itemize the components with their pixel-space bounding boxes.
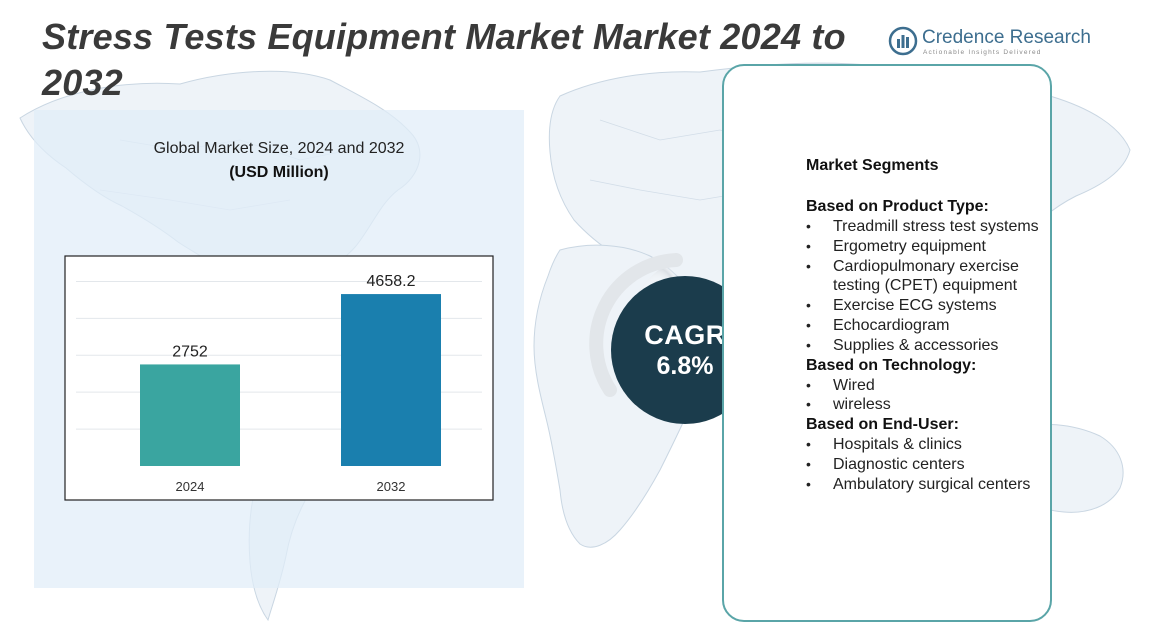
segment-item-label: Hospitals & clinics bbox=[833, 436, 962, 454]
bullet-icon: • bbox=[806, 316, 811, 333]
market-size-bar-chart: 2752 2024 4658.2 2032 bbox=[64, 255, 494, 501]
segment-item-label: Exercise ECG systems bbox=[833, 297, 997, 315]
bullet-icon: • bbox=[806, 297, 811, 314]
segment-item-label: Treadmill stress test systems bbox=[833, 218, 1039, 235]
bullet-icon: • bbox=[806, 237, 811, 254]
logo-tagline: Actionable Insights Delivered bbox=[923, 49, 1042, 56]
market-segments-content: Market Segments Based on Product Type: •… bbox=[806, 156, 1066, 495]
segment-item: • Ambulatory surgical centers bbox=[806, 475, 1066, 495]
segment-item: • Supplies & accessories bbox=[806, 336, 1066, 356]
segment-item-label: Echocardiogram bbox=[833, 316, 950, 334]
category-label-2032: 2032 bbox=[377, 479, 406, 494]
bar-chart-logo-icon bbox=[888, 26, 918, 56]
market-segments-panel bbox=[722, 64, 1052, 622]
category-label-2024: 2024 bbox=[176, 479, 205, 494]
segment-item: • Echocardiogram bbox=[806, 316, 1066, 336]
segment-item-label: Ergometry equipment bbox=[833, 237, 986, 255]
bullet-icon: • bbox=[806, 436, 811, 453]
segment-group-technology: Based on Technology: • Wired • wireless bbox=[806, 356, 1066, 416]
segment-group-title: Based on End-User: bbox=[806, 416, 959, 434]
bullet-icon: • bbox=[806, 376, 811, 393]
logo-name-part2: Research bbox=[1009, 27, 1091, 48]
bar-2024 bbox=[140, 364, 240, 466]
bar-2032 bbox=[341, 294, 441, 466]
segment-group-title: Based on Product Type: bbox=[806, 198, 989, 215]
segment-group-product-type: Based on Product Type: • Treadmill stress… bbox=[806, 197, 1066, 356]
segment-item-label: Supplies & accessories bbox=[833, 336, 999, 354]
logo-name-part1: Credence bbox=[922, 27, 1005, 48]
bullet-icon: • bbox=[806, 396, 811, 413]
segment-item-label: Cardiopulmonary exercise testing (CPET) … bbox=[833, 257, 1019, 295]
chart-subtitle: (USD Million) bbox=[229, 164, 329, 181]
cagr-label: CAGR bbox=[644, 320, 726, 350]
page-title: Stress Tests Equipment Market Market 202… bbox=[42, 16, 846, 103]
bullet-icon: • bbox=[806, 475, 811, 492]
segment-item: • Treadmill stress test systems bbox=[806, 217, 1066, 237]
segment-item: • Hospitals & clinics bbox=[806, 435, 1066, 455]
bullet-icon: • bbox=[806, 218, 811, 234]
bullet-icon: • bbox=[806, 257, 811, 274]
value-label-2032: 4658.2 bbox=[367, 273, 416, 290]
cagr-value: 6.8% bbox=[656, 352, 714, 380]
segment-item: • Wired bbox=[806, 376, 1066, 396]
segment-group-title: Based on Technology: bbox=[806, 356, 977, 374]
segment-item: • Diagnostic centers bbox=[806, 455, 1066, 475]
segment-item: • wireless bbox=[806, 395, 1066, 415]
chart-title: Global Market Size, 2024 and 2032 bbox=[153, 140, 405, 157]
segment-item: • Ergometry equipment bbox=[806, 237, 1066, 257]
segments-heading: Market Segments bbox=[806, 157, 939, 174]
value-label-2024: 2752 bbox=[172, 343, 208, 360]
segment-item-label: Diagnostic centers bbox=[833, 455, 965, 473]
segment-item: • Cardiopulmonary exercise testing (CPET)… bbox=[806, 257, 1066, 297]
segment-item-label: Ambulatory surgical centers bbox=[833, 475, 1031, 493]
segment-item-label: Wired bbox=[833, 376, 875, 394]
segment-item: • Exercise ECG systems bbox=[806, 296, 1066, 316]
segment-group-end-user: Based on End-User: • Hospitals & clinics … bbox=[806, 415, 1066, 494]
bullet-icon: • bbox=[806, 455, 811, 472]
bullet-icon: • bbox=[806, 336, 811, 353]
segment-item-label: wireless bbox=[833, 396, 891, 414]
credence-research-logo: Credence Research Actionable Insights De… bbox=[888, 26, 1091, 60]
